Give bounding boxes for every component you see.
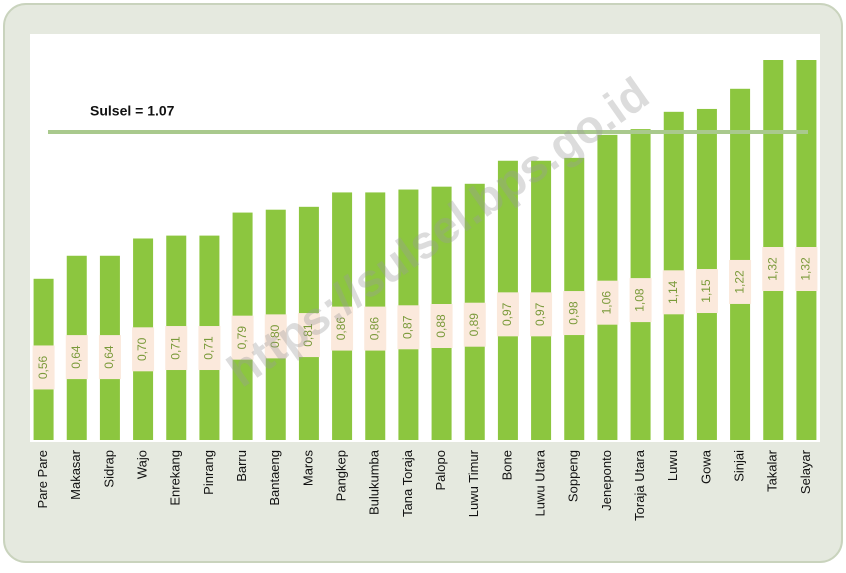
value-label-box	[198, 326, 221, 371]
value-label: 1,14	[666, 280, 680, 304]
value-label-box	[729, 259, 752, 304]
value-label-box	[629, 278, 652, 323]
value-label-box	[264, 314, 287, 359]
x-tick-label: Bantaeng	[267, 450, 282, 506]
x-tick-label: Bulukumba	[367, 449, 382, 515]
x-tick-label: Jeneponto	[599, 450, 614, 511]
value-label: 0,64	[69, 345, 83, 369]
value-label-box	[297, 313, 320, 358]
value-label: 1,08	[633, 288, 647, 312]
value-label: 0,80	[268, 324, 282, 348]
x-tick-label: Barru	[234, 450, 249, 482]
value-label: 0,86	[367, 317, 381, 341]
x-tick-label: Bone	[499, 450, 514, 480]
value-label-box	[762, 247, 785, 291]
x-tick-label: Sidrap	[101, 450, 116, 488]
value-label-box	[364, 306, 387, 351]
value-label: 1,06	[600, 291, 614, 315]
reference-label: Sulsel = 1.07	[90, 103, 175, 119]
x-tick-label: Palopo	[433, 450, 448, 490]
x-tick-label: Tana Toraja	[400, 449, 415, 517]
x-tick-label: Takalar	[765, 449, 780, 492]
value-label: 0,97	[533, 302, 547, 326]
x-tick-label: Selayar	[798, 449, 813, 494]
x-tick-label: Gowa	[698, 449, 713, 484]
value-label: 0,71	[168, 336, 182, 360]
value-label-box	[496, 292, 519, 337]
value-label: 1,32	[799, 257, 813, 281]
value-label-box	[662, 270, 685, 315]
value-label-box	[563, 291, 586, 336]
value-label-box	[397, 305, 420, 350]
x-tick-label: Pinrang	[201, 450, 216, 495]
value-label-box	[596, 280, 619, 325]
value-label: 0,86	[334, 317, 348, 341]
value-label: 0,97	[500, 302, 514, 326]
value-label-box	[795, 247, 818, 291]
value-label-box	[32, 345, 55, 390]
value-label-box	[695, 269, 718, 314]
x-tick-label: Luwu Utara	[533, 449, 548, 516]
value-label-box	[65, 335, 88, 380]
x-tick-label: Enrekang	[168, 450, 183, 506]
value-label: 0,98	[566, 301, 580, 325]
value-label: 0,71	[202, 336, 216, 360]
plot-area	[30, 34, 820, 442]
value-label-box	[530, 292, 553, 337]
value-label: 1,22	[732, 270, 746, 294]
value-label-box	[463, 302, 486, 347]
x-tick-label: Luwu	[665, 450, 680, 481]
x-tick-label: Toraja Utara	[632, 449, 647, 521]
value-label-box	[331, 306, 354, 351]
value-label: 0,87	[401, 315, 415, 339]
value-label: 0,79	[235, 326, 249, 350]
x-tick-label: Pare Pare	[35, 450, 50, 509]
value-label-box	[165, 326, 188, 371]
value-label: 1,15	[699, 279, 713, 303]
x-tick-label: Makasar	[68, 449, 83, 500]
x-tick-label: Pangkep	[334, 450, 349, 501]
value-label: 0,89	[467, 313, 481, 337]
value-label-box	[98, 335, 121, 380]
value-label: 0,70	[135, 337, 149, 361]
value-label: 0,64	[102, 345, 116, 369]
value-label: 0,88	[434, 314, 448, 338]
x-tick-label: Soppeng	[566, 450, 581, 502]
x-tick-label: Wajo	[135, 450, 150, 479]
x-tick-label: Maros	[300, 450, 315, 487]
value-label-box	[132, 327, 155, 372]
value-label: 1,32	[765, 257, 779, 281]
value-label-box	[231, 315, 254, 360]
x-tick-label: Sinjai	[732, 450, 747, 482]
value-label: 0,81	[301, 323, 315, 347]
x-tick-label: Luwu Timur	[466, 449, 481, 517]
value-label-box	[430, 304, 453, 348]
value-label: 0,56	[36, 355, 50, 379]
